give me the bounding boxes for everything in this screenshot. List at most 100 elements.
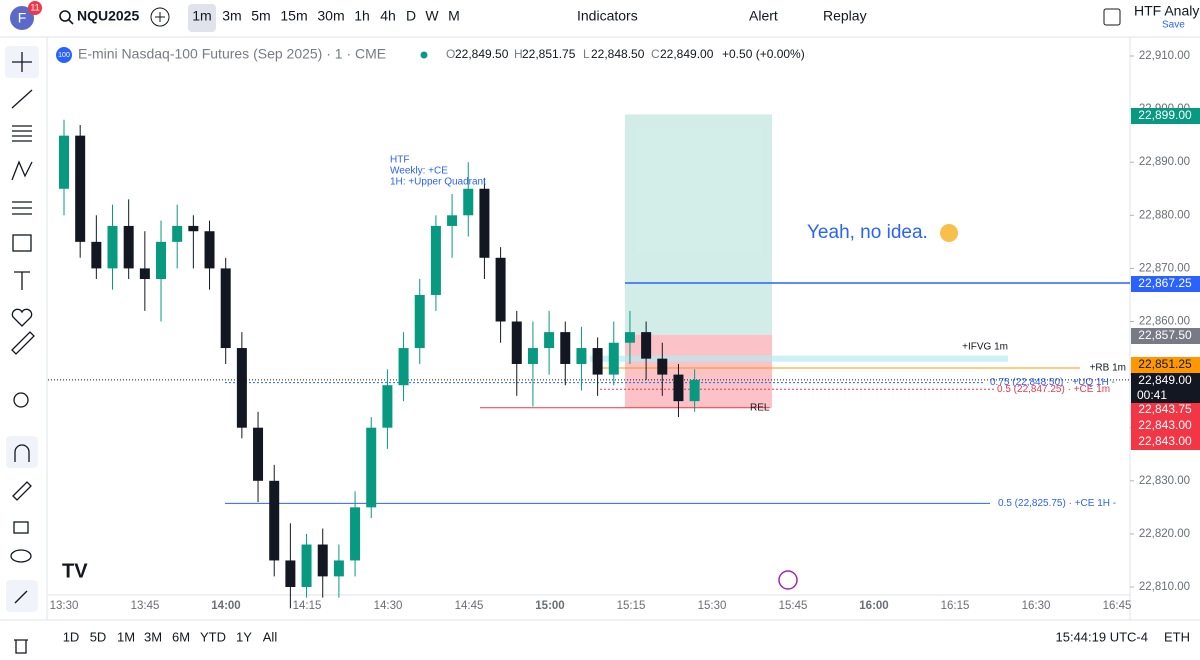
candle-body (398, 348, 409, 386)
range-button[interactable]: 5D (90, 629, 107, 644)
lock-tool[interactable] (13, 521, 29, 534)
htf-note: 1H: +Upper Quadrant (390, 177, 486, 188)
emoji (940, 224, 958, 242)
time-tick-label: 16:00 (859, 600, 888, 612)
candle-body (495, 257, 506, 322)
price-label: 22,849.00 (1138, 373, 1192, 387)
layout-name[interactable]: HTF Analys (1134, 3, 1200, 19)
ruler-tool[interactable] (11, 331, 35, 355)
range-button[interactable]: 1Y (236, 629, 252, 644)
range-button[interactable]: 1D (63, 629, 80, 644)
crosshair-tool[interactable] (12, 52, 32, 72)
interval-button[interactable]: M (448, 8, 460, 24)
time-tick-label: 14:15 (293, 600, 322, 612)
candle-body (107, 225, 118, 269)
search-icon[interactable] (59, 10, 71, 22)
alert-button[interactable]: Alert (749, 8, 778, 24)
candle-body (673, 374, 684, 402)
ifvg-zone (590, 355, 1008, 362)
add-symbol[interactable] (150, 7, 170, 27)
level-label: 0.75 (22,848.50) · +UQ 1H - (990, 377, 1115, 388)
link-tool[interactable] (14, 590, 28, 604)
time-tick-label: 13:30 (50, 600, 79, 612)
interval-button[interactable]: 1m (192, 8, 211, 24)
interval-button[interactable]: 5m (251, 8, 270, 24)
candle-body (220, 268, 231, 349)
candle-body (382, 385, 393, 428)
avatar-letter: F (18, 10, 27, 26)
search-icon-handle (68, 19, 74, 25)
symbol[interactable]: NQU2025 (77, 8, 139, 24)
candle-body (350, 507, 361, 561)
indicators-button[interactable]: Indicators (577, 8, 638, 24)
trash-tool[interactable] (14, 639, 28, 654)
avatar[interactable] (10, 6, 34, 30)
price-label-bg (1131, 373, 1200, 389)
price-label-bg (1131, 418, 1200, 434)
ohlc-legend: O 22,849.50 H 22,851.75 L 22,848.50 C 22,849.00… (446, 47, 805, 61)
legend-c: 22,849.00 (660, 47, 714, 61)
candle-body (366, 427, 377, 508)
candle-body (253, 427, 264, 481)
magnet-tool[interactable] (14, 444, 30, 462)
candle-body (414, 294, 425, 349)
candle-body (59, 135, 69, 189)
zoom-tool[interactable] (13, 392, 29, 408)
candle-body (139, 268, 150, 280)
legend-l: 22,848.50 (591, 47, 645, 61)
interval-button[interactable]: 3m (222, 8, 241, 24)
candle-body (204, 231, 215, 269)
interval-group: 1m 3m 5m 15m 30m 1h 4h D W M (192, 8, 460, 24)
range-button[interactable]: All (263, 629, 278, 644)
replay-button[interactable]: Replay (823, 8, 867, 24)
bottom-bar: 1D 5D 1M 3M 6M YTD 1Y All 15:44:19 UTC-4 ETH (63, 629, 1190, 644)
candle-body (479, 188, 490, 258)
time-tick-label: 14:00 (211, 600, 240, 612)
htf-note: HTF (390, 155, 409, 166)
interval-button[interactable]: 1h (354, 8, 370, 24)
visibility-tool[interactable] (10, 549, 32, 563)
line-tool[interactable] (11, 89, 33, 109)
range-button[interactable]: 6M (172, 629, 190, 644)
forecast-tool[interactable] (12, 201, 32, 215)
layout-icon[interactable] (1103, 8, 1121, 26)
legend-o: 22,849.50 (455, 47, 509, 61)
clock[interactable]: 15:44:19 UTC-4 (1056, 629, 1149, 644)
shape-tool[interactable] (12, 234, 32, 252)
favorites-tool[interactable] (11, 308, 33, 327)
interval-button[interactable]: W (425, 8, 439, 24)
add-icon (155, 12, 165, 22)
time-tick-label: 15:15 (617, 600, 646, 612)
interval-button[interactable]: 15m (280, 8, 307, 24)
plot-area: 22,910.0022,900.0022,890.0022,880.0022,8… (48, 50, 1200, 612)
candle-body (463, 188, 474, 216)
draw-mode-tool[interactable] (12, 481, 32, 501)
magnet-bg (6, 436, 38, 468)
range-button[interactable]: 1M (117, 629, 135, 644)
pattern-tool[interactable] (11, 160, 33, 181)
legend-h: 22,851.75 (522, 47, 576, 61)
price-tick-label: 22,890.00 (1139, 156, 1190, 168)
candle-body (576, 348, 587, 364)
legend-h-key: H (514, 47, 523, 61)
session[interactable]: ETH (1164, 629, 1190, 644)
candle-body (317, 544, 328, 577)
exchange-badge: 100 (58, 52, 70, 59)
candle-body (511, 321, 522, 364)
interval-button[interactable]: 4h (380, 8, 396, 24)
range-button[interactable]: 3M (144, 629, 162, 644)
news-icon[interactable] (778, 570, 798, 590)
time-tick-label: 15:45 (779, 600, 808, 612)
save-button[interactable]: Save (1162, 20, 1185, 31)
range-button[interactable]: YTD (200, 629, 226, 644)
candle-body (592, 348, 603, 375)
fib-tool[interactable] (12, 125, 32, 142)
interval-button[interactable]: 30m (317, 8, 344, 24)
interval-button[interactable]: D (406, 8, 416, 24)
price-tick-label: 22,870.00 (1139, 262, 1190, 274)
price-tick-label: 22,910.00 (1139, 50, 1190, 62)
text-tool[interactable] (14, 271, 30, 290)
candle-body (641, 332, 652, 359)
price-label-bg (1131, 276, 1200, 292)
